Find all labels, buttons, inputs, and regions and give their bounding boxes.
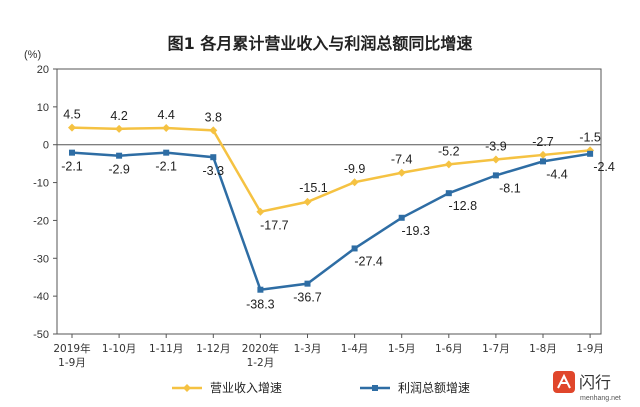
plot-frame [56, 68, 602, 335]
profit-data-label: -8.1 [499, 181, 521, 195]
y-tick-label: 0 [43, 140, 49, 152]
chart-title: 图1 各月累计营业收入与利润总额同比增速 [167, 34, 473, 53]
profit-data-label: -3.3 [203, 164, 225, 178]
x-tick-label: 1-11月 [149, 343, 183, 355]
profit-point [540, 158, 546, 165]
profit-growth-line [71, 151, 591, 292]
legend-marker-profit [372, 385, 378, 391]
revenue-growth-line [71, 126, 591, 214]
axes: (%) 20 10 0 -10 -20 -30 -40 -50 2019年 1-9月 1-10月 1-1… [24, 49, 604, 369]
profit-data-label: -38.3 [246, 298, 275, 312]
y-tick-label: 20 [37, 64, 49, 76]
revenue-point [539, 150, 547, 159]
watermark-logo-glyph [557, 373, 571, 389]
profit-point [210, 154, 217, 161]
y-tick-label: 10 [37, 102, 49, 114]
profit-data-label: -4.4 [546, 167, 568, 181]
profit-data-label: -36.7 [293, 291, 322, 305]
x-tick-label: 1-9月 [576, 343, 604, 355]
revenue-data-label: 4.5 [63, 108, 80, 122]
profit-point [163, 149, 170, 156]
profit-point [351, 245, 358, 252]
y-tick-label: -40 [33, 291, 49, 303]
profit-point [116, 152, 123, 159]
x-tick-label: 1-10月 [102, 343, 136, 355]
revenue-data-label: 4.4 [158, 108, 175, 122]
revenue-point [68, 123, 76, 132]
profit-data-label: -19.3 [401, 224, 430, 238]
revenue-point [303, 197, 312, 206]
revenue-data-label: -5.2 [438, 144, 460, 158]
profit-data-label: -2.1 [61, 160, 83, 174]
profit-point [587, 150, 594, 157]
profit-data-label: -2.9 [108, 163, 130, 177]
revenue-data-label: 3.8 [205, 110, 222, 124]
revenue-data-label: 4.2 [110, 109, 127, 123]
profit-data-label: -2.1 [155, 160, 177, 174]
revenue-point [209, 126, 218, 135]
profit-point [257, 286, 264, 293]
profit-point [492, 172, 499, 179]
watermark-subtext: menhang.net [580, 395, 621, 402]
x-tick-label: 1-3月 [294, 343, 322, 355]
y-tick-label: -10 [33, 178, 49, 190]
revenue-data-label: -7.4 [391, 153, 413, 167]
x-tick-label: 1-6月 [435, 343, 463, 355]
watermark-text: 闪行 [579, 373, 611, 392]
x-tick-label: 1-7月 [482, 343, 510, 355]
y-tick-label: -30 [33, 253, 49, 265]
revenue-point [397, 168, 406, 177]
profit-data-label: -2.4 [593, 160, 615, 174]
revenue-point [491, 155, 500, 164]
revenue-point [115, 124, 124, 133]
watermark: 闪行 menhang.net [553, 371, 621, 402]
legend-label-revenue: 营业收入增速 [210, 381, 282, 395]
profit-point [304, 280, 311, 287]
y-tick-label: -20 [33, 215, 49, 227]
x-tick-label: 1-12月 [196, 343, 230, 355]
profit-data-label: -27.4 [354, 254, 383, 268]
profit-point [398, 214, 405, 221]
x-tick-label: 1-8月 [529, 343, 557, 355]
revenue-data-label: -1.5 [579, 130, 601, 144]
y-tick-label: -50 [33, 329, 49, 341]
series-lines [68, 123, 595, 293]
legend: 营业收入增速 利润总额增速 [172, 381, 470, 395]
x-tick-label: 1-5月 [388, 343, 416, 355]
revenue-data-label: -17.7 [260, 219, 289, 233]
y-axis-unit-label: (%) [24, 49, 41, 61]
profit-data-label: -12.8 [449, 199, 478, 213]
data-labels: 4.5 4.2 4.4 3.8 -17.7 -15.1 -9.9 -7.4 -5.2 -3.9 -2… [61, 108, 615, 312]
x-tick-label: 2020年 1-2月 [242, 342, 279, 369]
revenue-point [444, 160, 453, 169]
revenue-point [256, 207, 265, 216]
revenue-data-label: -15.1 [299, 181, 328, 195]
revenue-data-label: -9.9 [344, 162, 366, 176]
legend-marker-revenue [183, 384, 191, 392]
revenue-point [162, 124, 171, 133]
revenue-data-label: -2.7 [532, 135, 554, 149]
x-tick-label: 1-4月 [341, 343, 369, 355]
x-tick-label: 2019年 1-9月 [53, 342, 90, 369]
profit-point [445, 190, 452, 197]
profit-point [69, 149, 75, 156]
revenue-point [350, 178, 359, 187]
legend-label-profit: 利润总额增速 [398, 381, 470, 395]
revenue-data-label: -3.9 [485, 139, 507, 153]
